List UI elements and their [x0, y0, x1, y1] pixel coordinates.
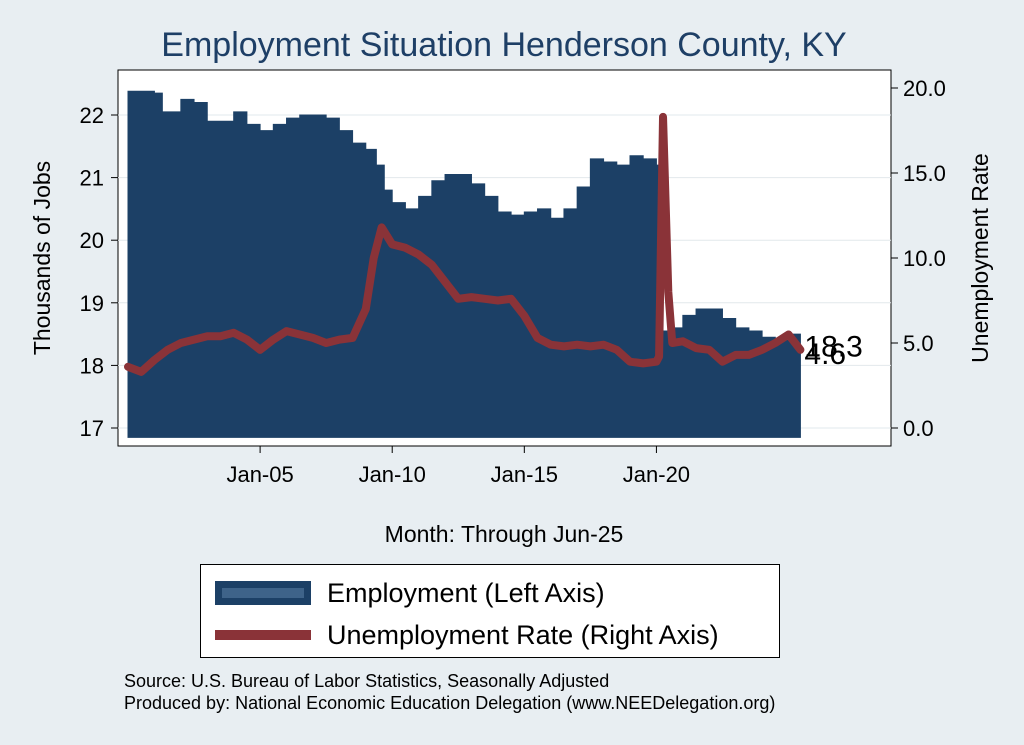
right-axis-tick-label: 5.0 — [903, 331, 934, 356]
source-note: Source: U.S. Bureau of Labor Statistics,… — [124, 671, 610, 691]
unemployment-line — [124, 112, 805, 376]
left-axis-tick-label: 18 — [80, 353, 104, 378]
legend-item-employment: Employment (Left Axis) — [215, 575, 605, 611]
employment-end-label: 18.3 — [804, 331, 862, 364]
left-axis-tick-label: 22 — [80, 103, 104, 128]
employment-area — [127, 90, 801, 438]
legend-item-unemployment: Unemployment Rate (Right Axis) — [215, 617, 719, 653]
left-axis: 17 18 19 20 21 22 — [80, 103, 118, 441]
x-axis-tick-label: Jan-20 — [623, 462, 690, 487]
x-axis: Jan-05 Jan-10 Jan-15 Jan-20 — [226, 446, 690, 487]
x-axis-tick-label: Jan-15 — [491, 462, 558, 487]
left-axis-tick-label: 20 — [80, 228, 104, 253]
legend-swatch-employment — [215, 581, 311, 605]
legend-label-unemployment: Unemployment Rate (Right Axis) — [327, 619, 719, 650]
left-axis-tick-label: 21 — [80, 166, 104, 191]
right-axis: 0.0 5.0 10.0 15.0 20.0 — [891, 76, 946, 441]
x-axis-tick-label: Jan-05 — [226, 462, 293, 487]
x-axis-tick-label: Jan-10 — [359, 462, 426, 487]
y-axis-label-left: Thousands of Jobs — [29, 161, 55, 355]
chart-title: Employment Situation Henderson County, K… — [161, 26, 847, 64]
legend: Employment (Left Axis) Unemployment Rate… — [200, 564, 780, 658]
left-axis-tick-label: 17 — [80, 416, 104, 441]
legend-label-employment: Employment (Left Axis) — [327, 577, 605, 608]
right-axis-tick-label: 0.0 — [903, 416, 934, 441]
x-axis-label: Month: Through Jun-25 — [385, 521, 624, 547]
right-axis-tick-label: 10.0 — [903, 246, 946, 271]
left-axis-tick-label: 19 — [80, 291, 104, 316]
unemployment-end-label: 4.6 — [804, 338, 846, 371]
right-axis-tick-label: 15.0 — [903, 161, 946, 186]
y-axis-label-right: Unemployment Rate — [967, 153, 993, 363]
legend-swatch-unemployment — [215, 630, 311, 640]
right-axis-tick-label: 20.0 — [903, 76, 946, 101]
producer-note: Produced by: National Economic Education… — [124, 693, 776, 713]
